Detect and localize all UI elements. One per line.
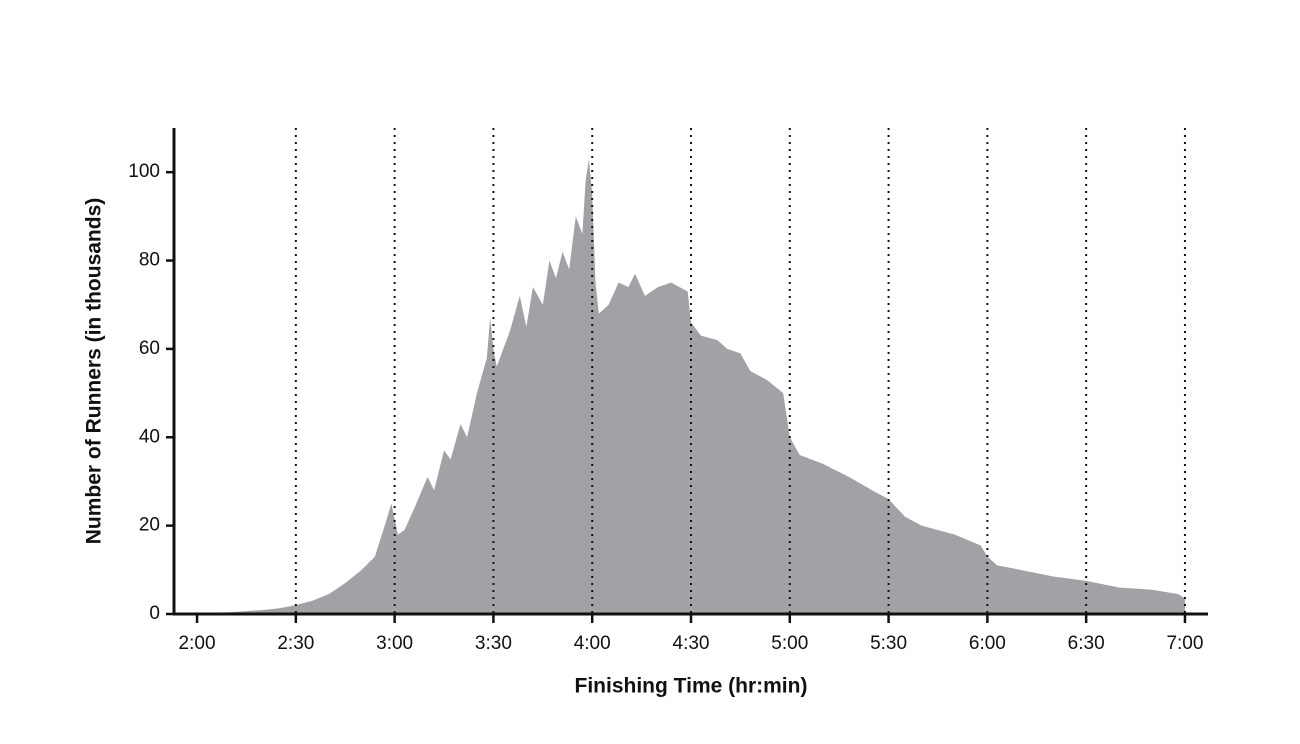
- area: [197, 158, 1185, 614]
- x-tick-label: 3:00: [376, 633, 413, 654]
- y-axis-label: Number of Runners (in thousands): [83, 198, 106, 545]
- y-tick-label: 80: [139, 250, 160, 271]
- y-tick-label: 100: [128, 161, 160, 182]
- x-tick-label: 6:30: [1068, 633, 1105, 654]
- x-tick-label: 3:30: [475, 633, 512, 654]
- x-tick-label: 4:30: [673, 633, 710, 654]
- y-tick-label: 20: [139, 515, 160, 536]
- y-tick-label: 40: [139, 426, 160, 447]
- x-tick-label: 7:00: [1166, 633, 1203, 654]
- x-tick-label: 5:00: [771, 633, 808, 654]
- x-tick-label: 5:30: [870, 633, 907, 654]
- x-tick-label: 4:00: [574, 633, 611, 654]
- x-tick-label: 6:00: [969, 633, 1006, 654]
- x-tick-label: 2:30: [277, 633, 314, 654]
- y-tick-label: 60: [139, 338, 160, 359]
- x-axis-label: Finishing Time (hr:min): [575, 675, 808, 698]
- x-tick-label: 2:00: [179, 633, 216, 654]
- y-tick-label: 0: [149, 603, 160, 624]
